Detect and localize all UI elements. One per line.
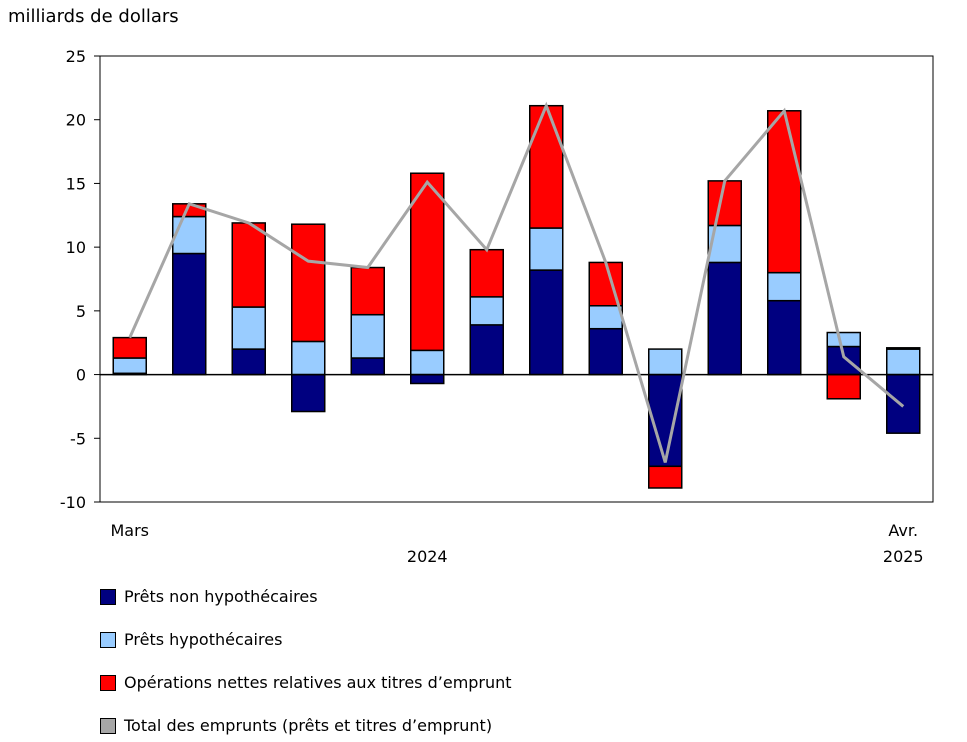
bar-segment — [291, 223, 326, 343]
legend-swatch — [100, 674, 116, 691]
bar-segment — [291, 373, 326, 413]
bar-segment — [112, 336, 147, 359]
bar-segment — [648, 465, 683, 489]
bar-segment — [826, 373, 861, 400]
bar-segment — [707, 180, 742, 227]
bar-segment — [767, 271, 802, 302]
legend-swatch — [100, 717, 116, 734]
y-tick-label: 0 — [76, 366, 86, 385]
bar-segment — [529, 227, 564, 271]
bar-segment — [529, 269, 564, 376]
bar-segment — [231, 348, 266, 376]
x-year-label: 2024 — [407, 547, 448, 566]
bar-segment — [112, 357, 147, 375]
legend-item-mortgage: Prêts hypothécaires — [100, 630, 282, 649]
bar-segment — [231, 222, 266, 308]
bar-segment — [410, 373, 445, 385]
bar-segment — [886, 348, 921, 376]
bar-segment — [172, 252, 207, 376]
chart-svg: milliards de dollars -10-50510152025Mars… — [8, 6, 934, 566]
legend-swatch — [100, 631, 116, 648]
y-tick-label: -10 — [60, 493, 86, 512]
total-line — [128, 101, 905, 463]
bar-segment — [231, 306, 266, 350]
y-tick-label: 25 — [66, 47, 86, 66]
bar-segment — [588, 305, 623, 330]
y-tick-label: -5 — [70, 429, 86, 448]
bar-segment — [410, 172, 445, 352]
legend-swatch — [100, 588, 116, 605]
bar-segment — [767, 110, 802, 274]
bar-segment — [410, 349, 445, 376]
bar-segment — [350, 357, 385, 376]
legend-item-total: Total des emprunts (prêts et titres d’em… — [100, 716, 492, 735]
y-tick-label: 20 — [66, 111, 86, 130]
legend-item-debt-securities: Opérations nettes relatives aux titres d… — [100, 673, 512, 692]
bar-segment — [826, 331, 861, 348]
bar-segment — [707, 261, 742, 376]
x-tick-label: Avr. — [888, 521, 918, 540]
bar-segment — [350, 313, 385, 359]
bar-segment — [886, 373, 921, 434]
y-tick-label: 15 — [66, 174, 86, 193]
bar-segment — [469, 296, 504, 326]
bar-segment — [648, 348, 683, 376]
bar-segment — [529, 104, 564, 229]
plot-frame — [99, 55, 934, 503]
bar-segment — [767, 299, 802, 376]
y-axis-label: milliards de dollars — [8, 6, 179, 27]
legend-label: Prêts hypothécaires — [124, 630, 283, 649]
x-tick-label: Mars — [110, 521, 149, 540]
legend-label: Total des emprunts (prêts et titres d’em… — [124, 716, 493, 735]
bar-segment — [172, 215, 207, 255]
bar-segment — [291, 340, 326, 376]
legend-item-non-mortgage: Prêts non hypothécaires — [100, 587, 318, 606]
bar-segment — [886, 347, 921, 350]
bar-segment — [588, 327, 623, 376]
y-tick-label: 5 — [76, 302, 86, 321]
legend-label: Opérations nettes relatives aux titres d… — [124, 673, 512, 692]
bar-segment — [350, 266, 385, 316]
bar-segment — [469, 324, 504, 376]
x-year-label: 2025 — [883, 547, 924, 566]
y-tick-label: 10 — [66, 238, 86, 257]
legend-label: Prêts non hypothécaires — [124, 587, 318, 606]
bar-segment — [469, 248, 504, 298]
